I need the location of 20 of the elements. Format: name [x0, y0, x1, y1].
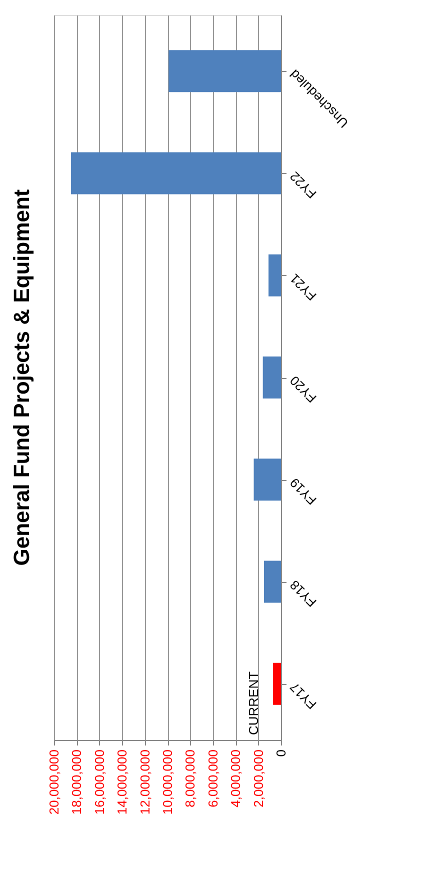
- x-tick-label: 8,000,000: [182, 750, 198, 808]
- x-tick-label: 14,000,000: [114, 750, 130, 815]
- x-tick-label: 12,000,000: [137, 750, 152, 815]
- bar: [264, 560, 281, 603]
- bar: [71, 152, 281, 194]
- bar: [254, 458, 281, 501]
- text: General Fund Projects & Equipment: [9, 188, 34, 566]
- x-tick-label: 20,000,000: [46, 750, 62, 815]
- bar: [168, 50, 281, 92]
- x-tick-label: 0: [274, 750, 288, 757]
- x-tick-label: 18,000,000: [69, 750, 84, 815]
- x-tick-label: 6,000,000: [205, 750, 220, 808]
- x-tick-label: 16,000,000: [92, 750, 107, 815]
- x-tick-label: 10,000,000: [160, 750, 175, 815]
- bar: [262, 356, 281, 398]
- bar: [268, 254, 281, 296]
- x-tick-label: 2,000,000: [250, 750, 266, 808]
- annotation: CURRENT: [246, 671, 261, 735]
- x-tick-label: 4,000,000: [228, 750, 244, 808]
- bar: [273, 662, 281, 705]
